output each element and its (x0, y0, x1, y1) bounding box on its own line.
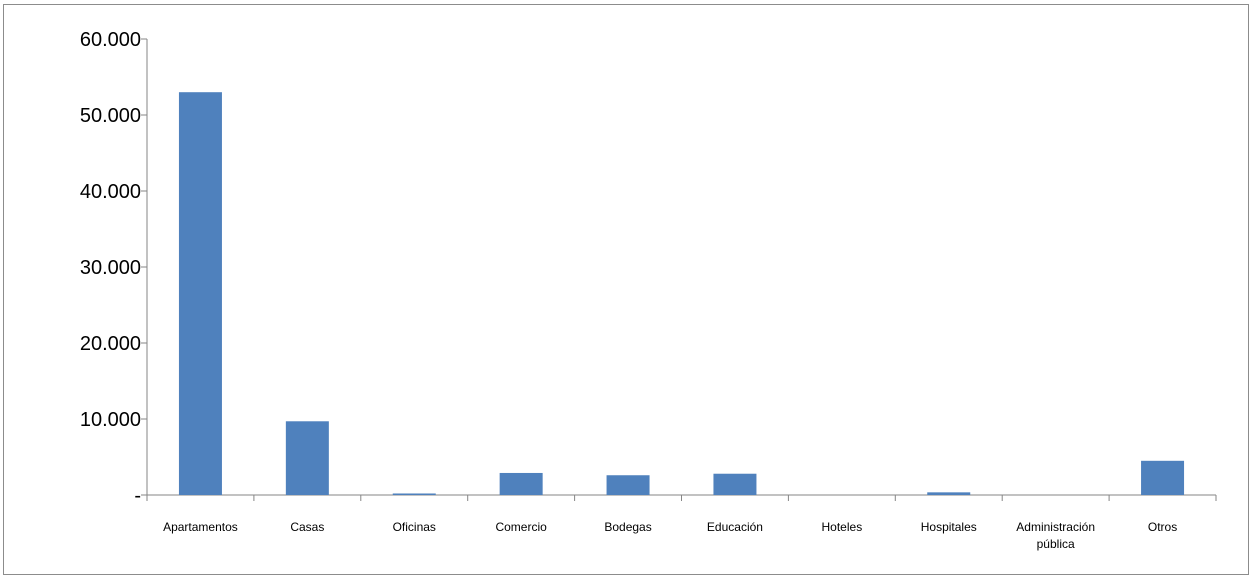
x-tick-label: Otros (1148, 520, 1177, 534)
x-tick-label-line: Hospitales (921, 520, 977, 534)
y-tick-label: 30.000 (80, 257, 141, 279)
x-tick-label: Administración pública (1016, 520, 1095, 551)
x-tick-label-line: Apartamentos (163, 520, 238, 534)
x-tick-label-line: Administración (1016, 520, 1095, 534)
y-axis: - 10.000 20.000 30.000 40.000 50.000 60.000 (80, 29, 148, 507)
x-tick-label: Comercio (495, 520, 547, 534)
bar (285, 421, 329, 495)
x-axis: Apartamentos Casas Oficinas Comercio Bodegas… (146, 494, 1217, 551)
bar (178, 92, 222, 495)
x-tick-label-line: Comercio (495, 520, 547, 534)
x-tick-label-line: Educación (707, 520, 763, 534)
x-tick-label-line: Casas (290, 520, 324, 534)
bar (606, 475, 650, 495)
x-tick-label-line: Oficinas (393, 520, 436, 534)
y-tick-label: 20.000 (80, 333, 141, 355)
x-tick-label: Hospitales (921, 520, 977, 534)
x-tick-label-line: Hoteles (822, 520, 863, 534)
x-tick-label-line: Otros (1148, 520, 1177, 534)
bar (713, 473, 757, 495)
bar (499, 472, 543, 495)
x-tick-label: Oficinas (393, 520, 436, 534)
x-tick-label-line: pública (1037, 537, 1075, 551)
bar (1141, 460, 1185, 495)
x-tick-label: Hoteles (822, 520, 863, 534)
x-tick-label-line: Bodegas (604, 520, 651, 534)
x-tick-label: Casas (290, 520, 324, 534)
y-tick-label: 40.000 (80, 181, 141, 203)
bar (927, 492, 971, 495)
x-tick-label: Apartamentos (163, 520, 238, 534)
bars (178, 92, 1185, 495)
y-tick-label: 10.000 (80, 409, 141, 431)
y-tick-label: 60.000 (80, 29, 141, 51)
y-tick-label: 50.000 (80, 105, 141, 127)
x-tick-label: Bodegas (604, 520, 651, 534)
x-tick-label: Educación (707, 520, 763, 534)
y-tick-label: - (134, 485, 141, 507)
bar (392, 493, 436, 495)
